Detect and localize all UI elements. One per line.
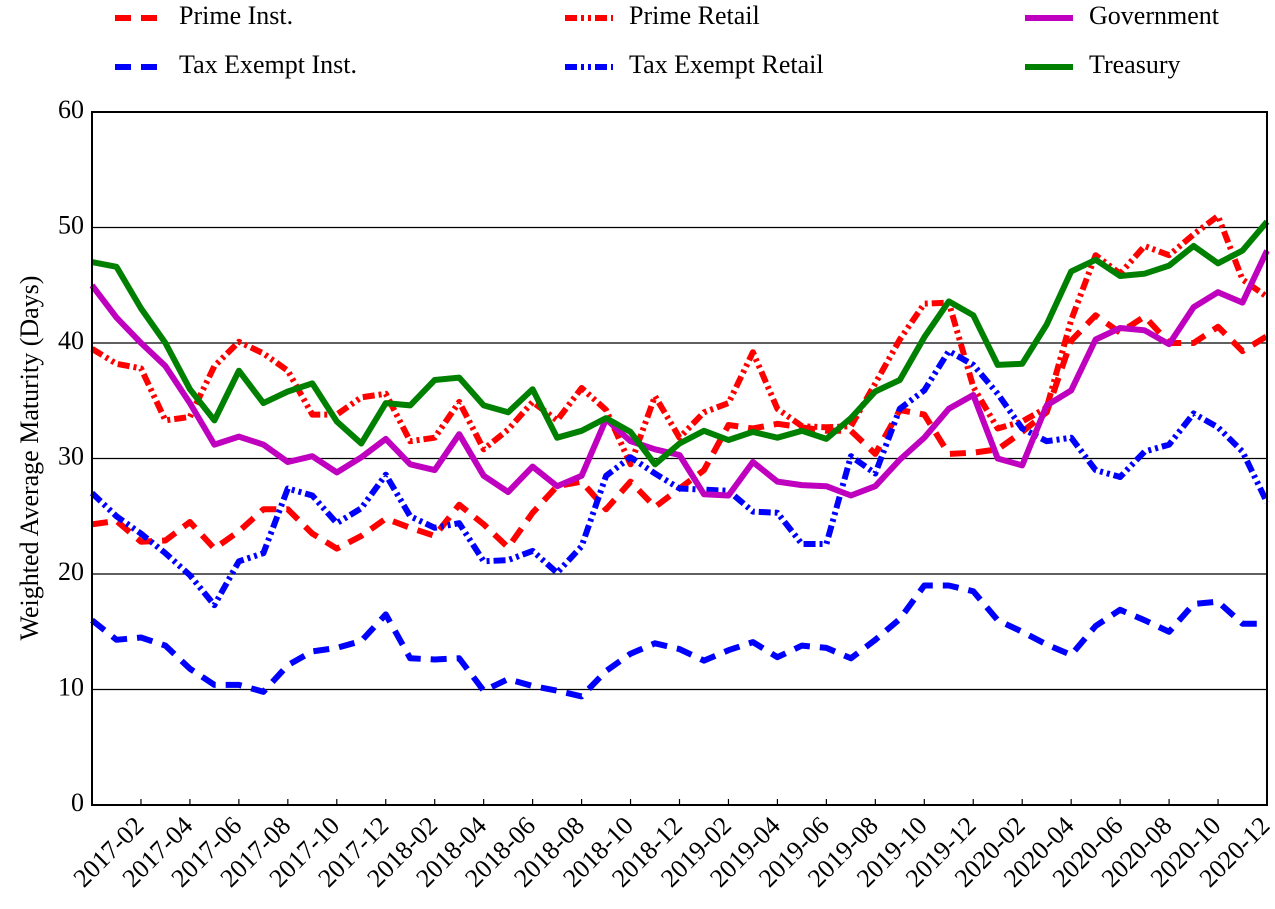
y-tick-label: 0 <box>71 788 84 817</box>
y-tick-label: 30 <box>58 441 84 470</box>
series-line <box>89 249 1270 499</box>
legend-label: Tax Exempt Retail <box>629 50 824 79</box>
legend-label: Government <box>1089 1 1220 30</box>
y-tick-label: 60 <box>58 95 84 124</box>
series-line <box>89 348 1270 609</box>
series-line <box>91 219 1270 468</box>
y-tick-label: 10 <box>58 672 84 701</box>
plot-frame <box>91 111 1268 806</box>
legend-label: Treasury <box>1089 50 1180 79</box>
y-tick-label: 40 <box>58 326 84 355</box>
legend-label: Tax Exempt Inst. <box>179 50 357 79</box>
series-line <box>90 582 1267 700</box>
y-tick-label: 50 <box>58 210 84 239</box>
series-line <box>90 213 1269 468</box>
y-axis-label: Weighted Average Maturity (Days) <box>15 276 44 641</box>
y-tick-label: 20 <box>58 557 84 586</box>
legend-label: Prime Retail <box>629 1 760 30</box>
legend-label: Prime Inst. <box>179 1 293 30</box>
